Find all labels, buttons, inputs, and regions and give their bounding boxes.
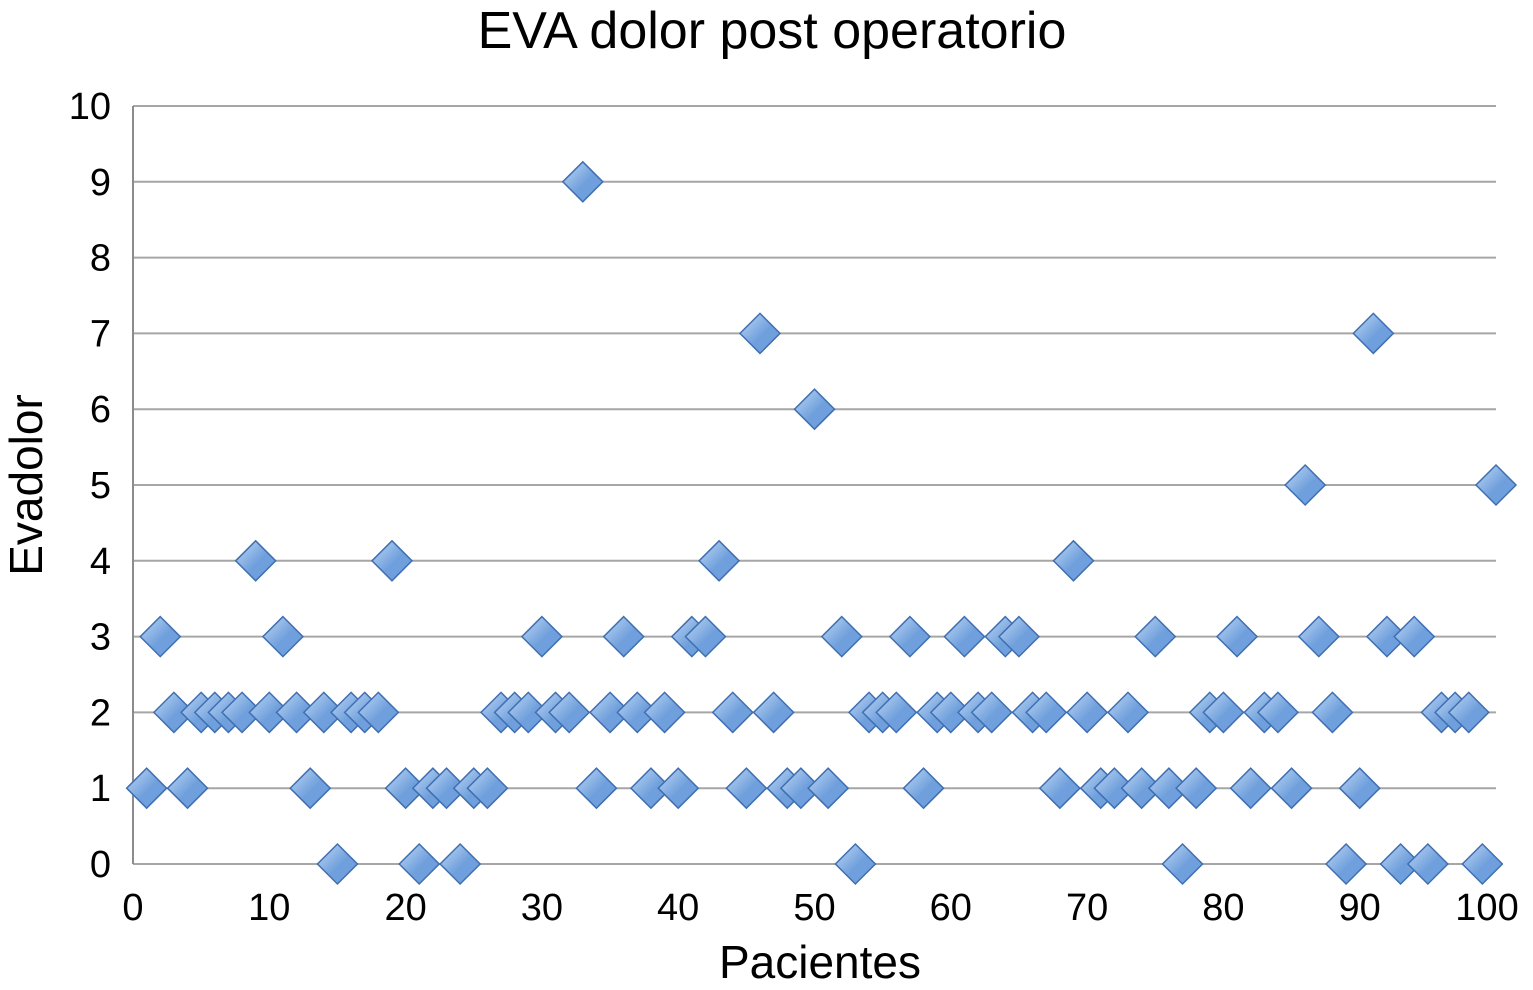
data-point bbox=[1393, 615, 1436, 658]
data-point bbox=[370, 539, 414, 582]
data-point bbox=[520, 615, 563, 658]
y-tick-label: 10 bbox=[69, 86, 111, 128]
x-tick-label: 90 bbox=[1339, 887, 1381, 929]
data-point bbox=[752, 691, 795, 734]
data-point bbox=[1161, 842, 1204, 886]
x-tick-label: 20 bbox=[384, 887, 426, 929]
x-tick-label: 60 bbox=[930, 887, 972, 929]
data-point bbox=[684, 615, 727, 658]
data-points bbox=[125, 160, 1518, 886]
y-tick-labels: 0 1 2 3 4 5 6 7 8 9 10 bbox=[69, 86, 111, 886]
data-point bbox=[807, 767, 850, 810]
data-point bbox=[793, 388, 836, 431]
data-point bbox=[439, 842, 482, 886]
x-tick-label: 30 bbox=[521, 887, 563, 929]
data-point bbox=[1311, 691, 1354, 734]
data-point bbox=[1284, 463, 1327, 507]
data-point bbox=[1474, 463, 1518, 507]
data-point bbox=[875, 691, 918, 734]
y-tick-label: 9 bbox=[90, 162, 111, 204]
data-point bbox=[289, 767, 332, 810]
data-point bbox=[548, 691, 591, 734]
data-point bbox=[357, 691, 400, 734]
data-point bbox=[466, 767, 509, 810]
data-point bbox=[820, 615, 863, 658]
y-tick-label: 0 bbox=[90, 844, 111, 886]
y-tick-label: 2 bbox=[90, 692, 111, 734]
data-point bbox=[970, 691, 1013, 734]
data-point bbox=[725, 767, 768, 810]
chart-title: EVA dolor post operatorio bbox=[478, 2, 1067, 60]
data-point bbox=[997, 615, 1041, 658]
data-point bbox=[657, 767, 700, 810]
data-point bbox=[1256, 691, 1299, 734]
data-point bbox=[316, 842, 359, 886]
y-tick-label: 1 bbox=[90, 768, 111, 810]
data-point bbox=[575, 767, 618, 810]
data-point bbox=[1106, 691, 1150, 734]
data-point bbox=[1352, 312, 1395, 355]
x-tick-label: 100 bbox=[1455, 887, 1518, 929]
data-point bbox=[1215, 615, 1259, 658]
y-axis-title: Evadolor bbox=[0, 394, 52, 576]
x-tick-labels: 0 10 20 30 40 50 60 70 80 90 100 bbox=[122, 887, 1518, 929]
data-point bbox=[602, 615, 645, 658]
data-point bbox=[834, 842, 877, 886]
y-tick-label: 5 bbox=[90, 465, 111, 507]
data-point bbox=[698, 539, 741, 582]
x-tick-label: 10 bbox=[248, 887, 290, 929]
data-point bbox=[738, 312, 782, 355]
data-point bbox=[261, 615, 304, 658]
data-point bbox=[1038, 767, 1081, 810]
data-point bbox=[234, 539, 277, 582]
data-point bbox=[711, 691, 754, 734]
data-point bbox=[139, 615, 182, 658]
data-point bbox=[125, 767, 168, 810]
data-point bbox=[1229, 767, 1272, 810]
x-axis-title: Pacientes bbox=[719, 936, 921, 988]
data-point bbox=[1338, 767, 1381, 810]
x-tick-label: 80 bbox=[1202, 887, 1244, 929]
data-point bbox=[1297, 615, 1340, 658]
data-point bbox=[902, 767, 945, 810]
y-tick-label: 8 bbox=[90, 238, 111, 280]
data-point bbox=[1325, 842, 1368, 886]
y-tick-label: 7 bbox=[90, 313, 111, 355]
data-point bbox=[643, 691, 686, 734]
data-point bbox=[1202, 691, 1245, 734]
data-point bbox=[1270, 767, 1313, 810]
y-tick-label: 4 bbox=[90, 541, 111, 583]
y-tick-label: 6 bbox=[90, 389, 111, 431]
x-tick-label: 70 bbox=[1066, 887, 1108, 929]
data-point bbox=[888, 615, 931, 658]
data-point bbox=[1052, 539, 1095, 582]
data-point bbox=[1134, 615, 1177, 658]
data-point bbox=[1066, 691, 1109, 734]
data-point bbox=[943, 615, 986, 658]
y-tick-label: 3 bbox=[90, 617, 111, 659]
data-point bbox=[1406, 842, 1449, 886]
x-tick-label: 0 bbox=[122, 887, 143, 929]
x-tick-label: 50 bbox=[793, 887, 835, 929]
data-point bbox=[1447, 691, 1490, 734]
data-point bbox=[1175, 767, 1218, 810]
data-point bbox=[561, 160, 604, 203]
data-point bbox=[1461, 842, 1504, 886]
data-point bbox=[398, 842, 441, 886]
x-tick-label: 40 bbox=[657, 887, 699, 929]
data-point bbox=[1025, 691, 1068, 734]
data-point bbox=[166, 767, 209, 810]
